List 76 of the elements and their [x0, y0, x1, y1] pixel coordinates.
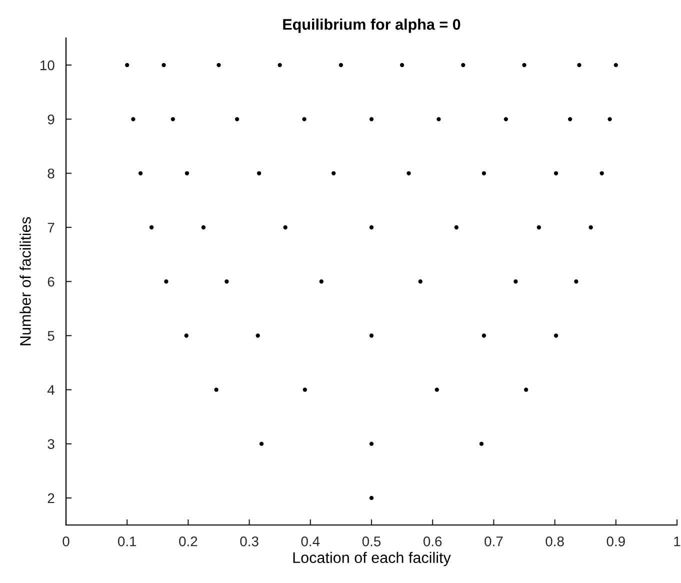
- point: [283, 225, 288, 230]
- point: [524, 388, 528, 392]
- chart-title: Equilibrium for alpha = 0: [283, 18, 460, 33]
- point: [149, 225, 154, 230]
- point: [369, 334, 374, 338]
- y-tick-label: 9: [48, 114, 54, 124]
- point: [369, 225, 374, 230]
- point: [400, 62, 404, 68]
- point: [436, 117, 441, 122]
- point: [482, 334, 486, 338]
- point: [434, 388, 439, 392]
- point: [224, 279, 229, 284]
- point: [418, 279, 422, 284]
- x-tick-label: 0.1: [118, 536, 136, 546]
- point: [514, 279, 518, 284]
- y-axis-title: Number of facilities: [20, 217, 31, 346]
- y-tick-label: 5: [48, 331, 54, 341]
- point: [332, 171, 336, 176]
- x-tick-label: 0.7: [484, 536, 503, 546]
- point: [369, 117, 374, 122]
- point: [201, 225, 206, 230]
- y-tick-label: 2: [48, 493, 54, 503]
- y-tick-label: 3: [48, 439, 54, 450]
- y-tick-label: 7: [48, 222, 54, 232]
- point: [138, 171, 143, 176]
- point: [164, 279, 168, 284]
- point: [482, 171, 486, 176]
- point: [522, 62, 526, 68]
- x-tick-label: 0.5: [362, 536, 381, 546]
- x-tick-label: 0.2: [179, 536, 198, 546]
- x-tick-label: 0.4: [301, 536, 320, 546]
- point: [568, 117, 572, 122]
- y-tick-label: 6: [48, 276, 54, 287]
- point: [256, 334, 260, 338]
- point: [554, 171, 558, 176]
- x-tick-label: 0: [62, 536, 70, 546]
- point: [170, 117, 176, 122]
- point: [319, 279, 324, 284]
- point: [256, 171, 262, 176]
- point: [504, 117, 508, 122]
- point: [406, 171, 411, 176]
- point: [574, 279, 578, 284]
- point: [184, 171, 190, 176]
- y-tick-label: 4: [47, 385, 54, 395]
- point: [234, 117, 240, 122]
- point: [214, 388, 218, 392]
- x-tick-label: 1: [674, 536, 680, 546]
- point: [461, 62, 466, 68]
- point: [479, 442, 484, 446]
- point: [588, 225, 593, 230]
- x-tick-label: 0.6: [423, 536, 442, 546]
- point: [536, 225, 541, 230]
- point: [131, 117, 136, 122]
- point: [369, 442, 374, 446]
- point: [338, 62, 344, 68]
- point: [302, 117, 306, 122]
- point: [614, 62, 618, 68]
- y-tick-label: 10: [40, 60, 54, 70]
- point: [577, 62, 582, 68]
- point: [554, 334, 558, 338]
- y-tick-label: 8: [48, 168, 54, 178]
- point: [216, 62, 221, 68]
- x-tick-label: 0.9: [606, 536, 625, 546]
- point: [125, 62, 130, 68]
- point: [369, 496, 374, 500]
- x-tick-label: 0.8: [546, 536, 564, 546]
- point: [184, 334, 188, 338]
- point: [278, 62, 282, 68]
- x-tick-label: 0.3: [240, 536, 258, 546]
- point: [259, 442, 264, 446]
- point: [600, 171, 604, 176]
- point: [302, 388, 307, 392]
- point: [162, 62, 166, 68]
- point: [454, 225, 459, 230]
- point: [608, 117, 612, 122]
- x-axis-title: Location of each facility: [293, 552, 451, 566]
